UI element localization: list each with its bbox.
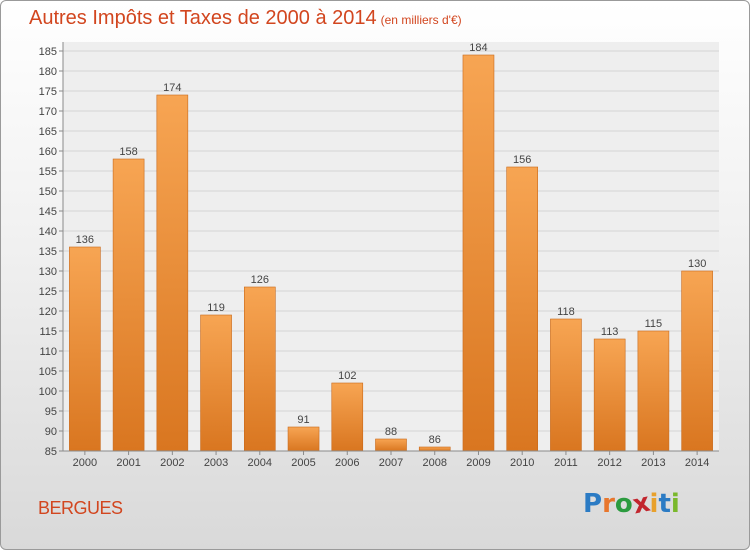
y-tick-label: 100 [39,386,57,398]
y-tick-label: 155 [39,166,57,178]
y-tick-label: 120 [39,306,57,318]
logo-letter: i [649,489,659,519]
bar-2011 [550,318,582,452]
x-tick-label-2003: 2003 [204,457,228,469]
y-tick-label: 160 [39,146,57,158]
data-label-2009: 184 [469,42,487,54]
chart-title-unit: (en milliers d'€) [380,13,462,27]
logo-letter: i [670,489,680,519]
x-tick-label-2001: 2001 [116,457,140,469]
commune-name: BERGUES [38,498,123,518]
data-label-2001: 158 [119,146,137,158]
x-tick-label-2014: 2014 [685,457,709,469]
bar-2006 [331,382,364,452]
y-tick-label: 90 [45,426,57,438]
data-label-2003: 119 [207,302,225,314]
x-tick-label-2000: 2000 [73,457,97,469]
y-tick-label: 175 [39,86,57,98]
bar-2014 [681,270,713,452]
bar-2005 [287,426,320,452]
data-label-2012: 113 [601,326,619,338]
y-axis: 85 90 95 100 105 110 115 120 125 130 135 140 145 150 1… [39,42,64,458]
y-tick-label: 165 [39,126,57,138]
x-tick-label-2010: 2010 [510,457,534,469]
data-label-2005: 91 [297,414,309,426]
logo-letter: r [602,489,615,519]
proxiti-logo[interactable]: Proxiti [583,488,680,521]
bar-2004 [244,286,276,452]
data-label-2000: 136 [76,234,94,246]
bar-2007 [375,438,407,452]
data-label-2008: 86 [429,434,441,446]
x-tick-label-2008: 2008 [422,457,446,469]
y-tick-label: 135 [39,246,57,258]
chart-title: Autres Impôts et Taxes de 2000 à 2014 (en… [29,7,462,30]
x-axis: 2000 2001 2002 2003 2004 2005 2006 2007 2008 2009… [63,450,719,469]
logo-letter: o [614,489,633,519]
y-tick-label: 145 [39,206,57,218]
bar-2009 [462,54,495,452]
data-label-2006: 102 [338,370,356,382]
y-tick-label: 85 [45,446,57,458]
chart-title-text: Autres Impôts et Taxes de 2000 à 2014 [29,7,377,29]
y-tick-label: 130 [39,266,57,278]
data-label-2013: 115 [645,318,663,330]
x-tick-label-2007: 2007 [379,457,403,469]
y-tick-label: 185 [39,46,57,58]
y-tick-label: 180 [39,66,57,78]
x-tick-label-2002: 2002 [160,457,184,469]
data-label-2010: 156 [513,154,531,166]
y-tick-label: 105 [39,366,57,378]
data-labels: 136 158 174 119 126 91 102 88 86 184 156 118 113 115 1… [76,42,707,446]
logo-letter: P [583,489,603,519]
y-tick-label: 150 [39,186,57,198]
x-tick-label-2009: 2009 [466,457,490,469]
bar-2008 [418,446,451,452]
bars [69,54,713,452]
y-tick-label: 170 [39,106,57,118]
y-tick-label: 140 [39,226,57,238]
x-tick-label-2005: 2005 [291,457,315,469]
y-tick-label: 115 [39,326,57,338]
data-label-2011: 118 [557,306,575,318]
bar-2013 [637,330,670,452]
x-tick-label-2012: 2012 [597,457,621,469]
bar-2001 [112,158,145,452]
bar-2012 [593,338,626,452]
y-tick-label: 125 [39,286,57,298]
data-label-2002: 174 [163,82,181,94]
logo-letter: t [658,489,671,519]
data-label-2007: 88 [385,426,397,438]
bar-2000 [69,246,101,452]
x-tick-label-2011: 2011 [554,457,578,469]
x-tick-label-2006: 2006 [335,457,359,469]
y-tick-label: 110 [39,346,57,358]
data-label-2014: 130 [688,258,706,270]
bar-2002 [156,94,189,452]
data-label-2004: 126 [251,274,269,286]
x-tick-label-2004: 2004 [248,457,272,469]
bar-2010 [506,166,539,452]
y-tick-label: 95 [45,406,57,418]
x-tick-label-2013: 2013 [641,457,665,469]
bar-2003 [200,314,232,452]
